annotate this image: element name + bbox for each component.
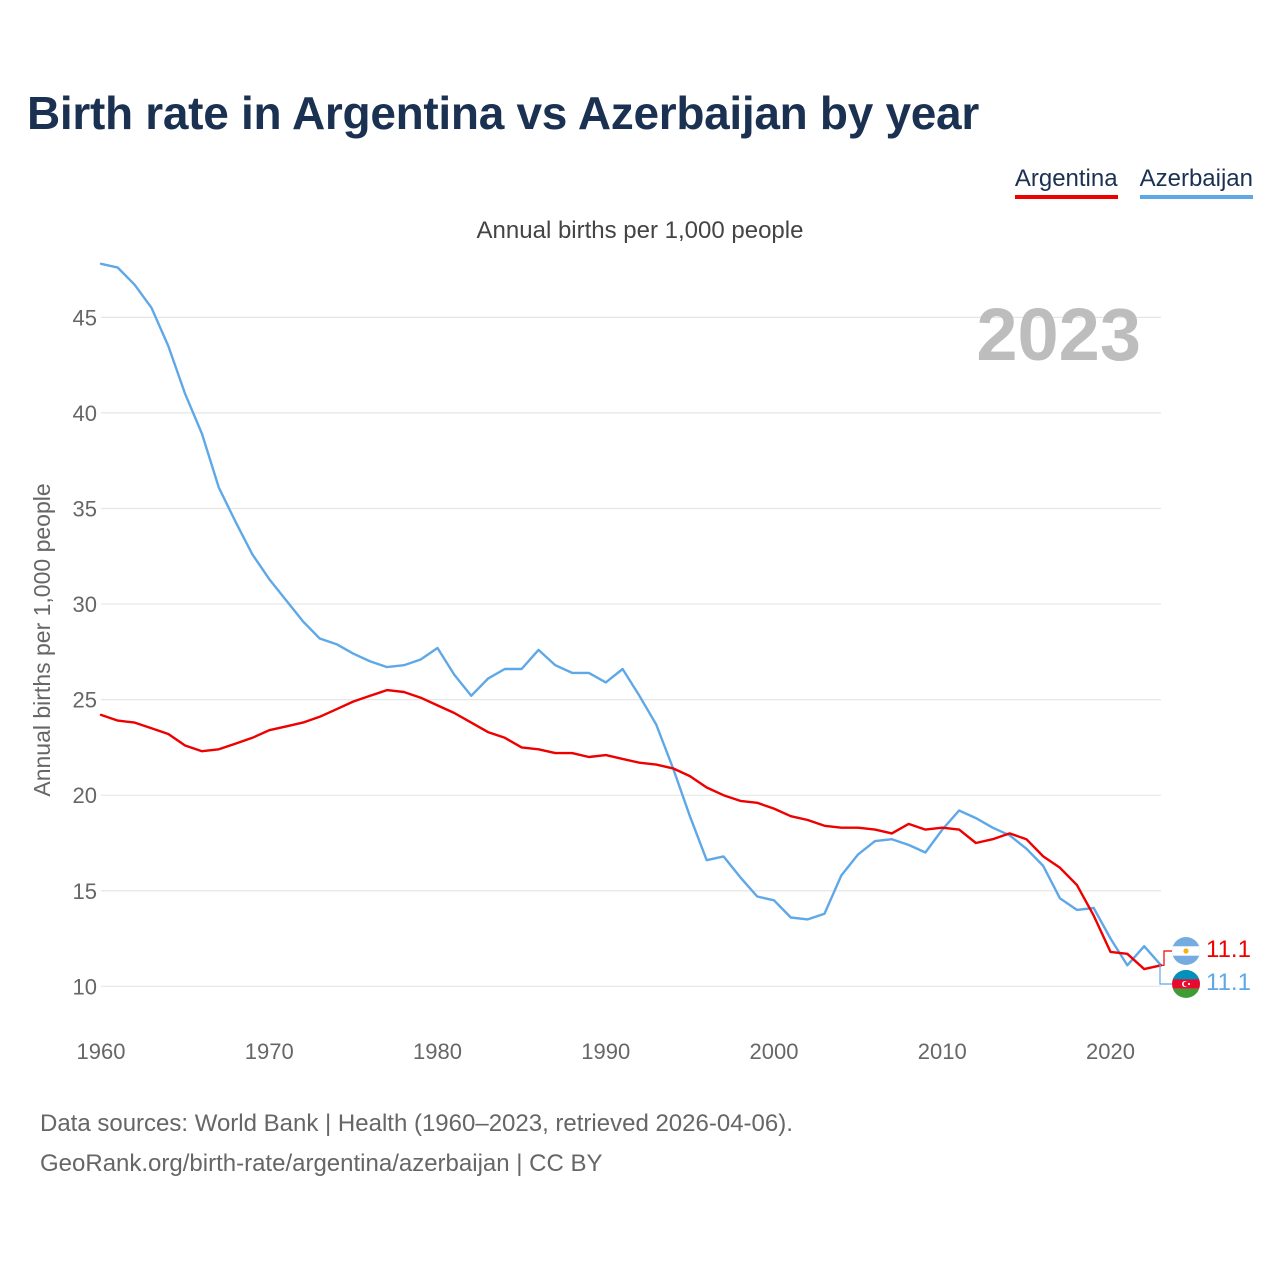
x-tick-label-1970: 1970: [245, 1039, 294, 1064]
sources: Data sources: World Bank | Health (1960–…: [40, 1104, 793, 1184]
chart-title: Birth rate in Argentina vs Azerbaijan by…: [27, 87, 979, 139]
series-line-argentina: [99, 688, 1163, 971]
y-tick-label-30: 30: [73, 592, 97, 617]
azerbaijan-flag-icon: [1172, 970, 1200, 998]
chart-subtitle: Annual births per 1,000 people: [476, 217, 804, 244]
y-tick-label-20: 20: [73, 783, 97, 808]
y-tick-label-15: 15: [73, 879, 97, 904]
argentina-connector: [1161, 950, 1172, 966]
azerbaijan-connector: [1159, 964, 1172, 985]
x-tick-label-2010: 2010: [918, 1039, 967, 1064]
azerbaijan-end-value: 11.1: [1206, 969, 1251, 996]
x-tick-label-2020: 2020: [1086, 1039, 1135, 1064]
year-overlay: 2023: [976, 293, 1141, 376]
argentina-flag-icon: [1172, 937, 1200, 965]
series-lines: [99, 262, 1163, 971]
x-axis-ticks: 1960 1970 1980 1990 2000 2010 2020: [77, 1039, 1135, 1064]
x-tick-label-2000: 2000: [750, 1039, 799, 1064]
legend: Argentina Azerbaijan: [1014, 165, 1253, 199]
legend-item-azerbaijan[interactable]: Azerbaijan: [1139, 165, 1253, 199]
y-tick-label-35: 35: [73, 496, 97, 521]
grid-lines: [101, 316, 1161, 987]
end-label-connectors: [1159, 950, 1172, 985]
legend-item-argentina[interactable]: Argentina: [1014, 165, 1118, 199]
x-tick-label-1960: 1960: [77, 1039, 126, 1064]
x-tick-label-1990: 1990: [581, 1039, 630, 1064]
x-tick-label-1980: 1980: [413, 1039, 462, 1064]
argentina-end-value: 11.1: [1206, 936, 1251, 963]
data-sources-text: Data sources: World Bank | Health (1960–…: [40, 1110, 793, 1137]
y-tick-label-10: 10: [73, 974, 97, 999]
y-axis-label: Annual births per 1,000 people: [29, 483, 55, 796]
source-link[interactable]: GeoRank.org/birth-rate/argentina/azerbai…: [40, 1150, 603, 1177]
y-tick-label-45: 45: [73, 305, 97, 330]
y-axis-ticks: 10 15 20 25 30 35 40 45: [73, 305, 97, 999]
series-line-azerbaijan: [99, 262, 1163, 967]
y-tick-label-40: 40: [73, 401, 97, 426]
y-tick-label-25: 25: [73, 688, 97, 713]
